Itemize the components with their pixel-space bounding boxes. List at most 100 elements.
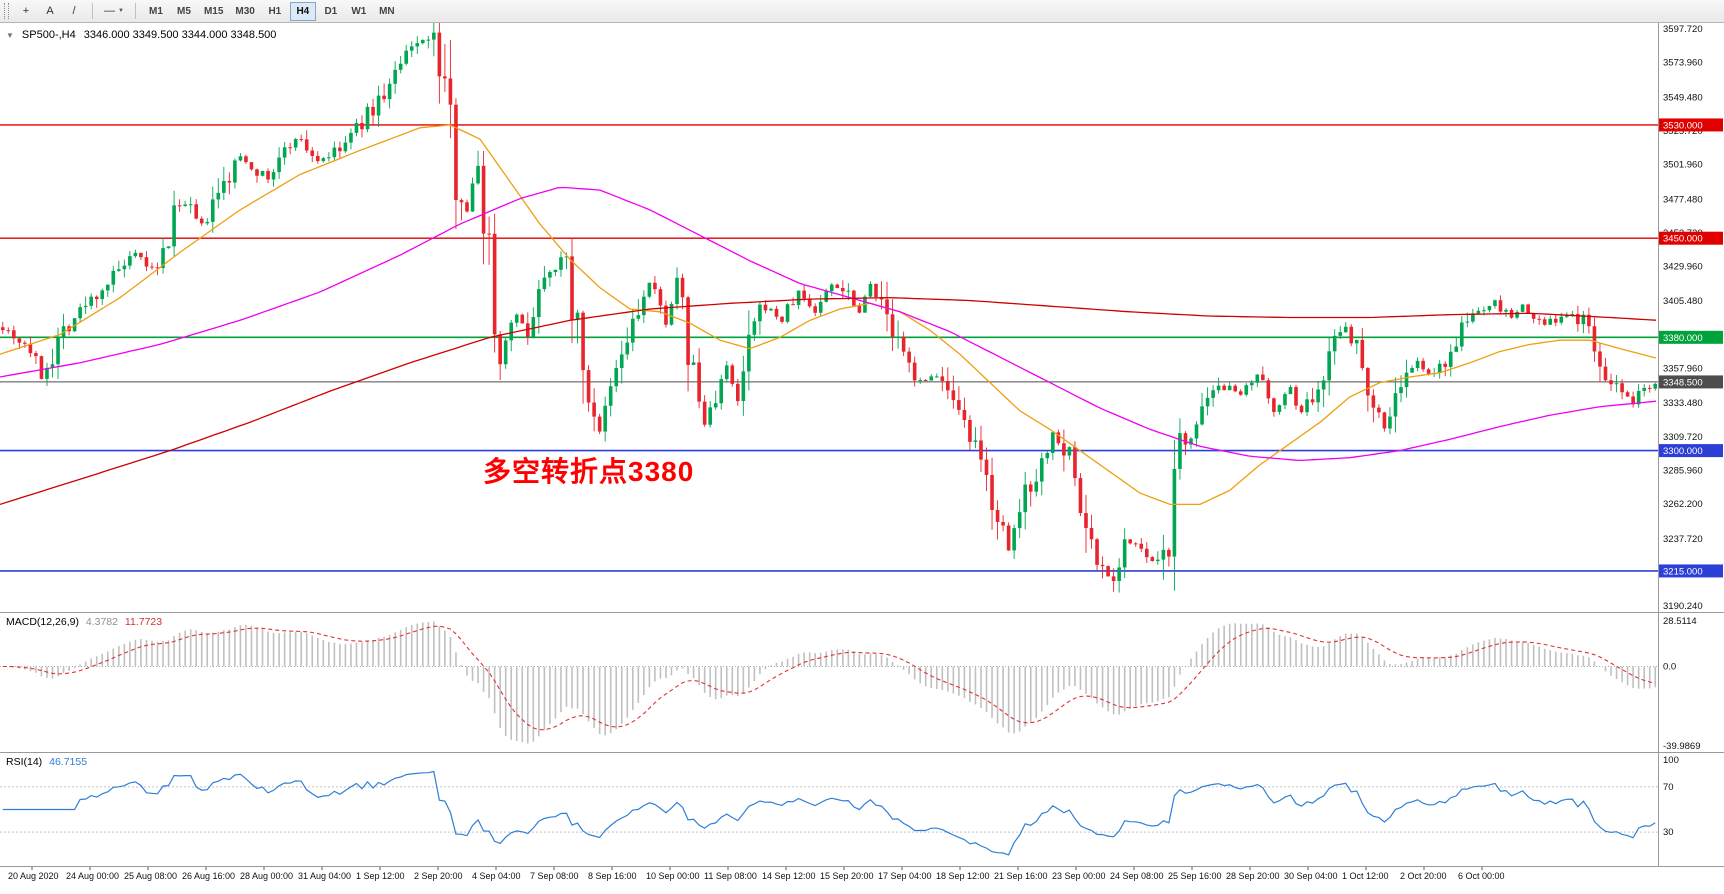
svg-text:3573.960: 3573.960 — [1663, 58, 1703, 69]
svg-text:3285.960: 3285.960 — [1663, 465, 1703, 476]
svg-text:18 Sep 12:00: 18 Sep 12:00 — [936, 871, 990, 881]
svg-text:2 Oct 20:00: 2 Oct 20:00 — [1400, 871, 1447, 881]
text-tool-icon: A — [46, 5, 54, 17]
timeframe-h1-button[interactable]: H1 — [262, 2, 288, 21]
macd-histogram — [7, 621, 1657, 744]
timeframe-m5-button[interactable]: M5 — [171, 2, 197, 21]
one-click-trading-arrow[interactable]: ▼ — [6, 30, 14, 40]
svg-text:3477.480: 3477.480 — [1663, 194, 1703, 205]
svg-text:24 Sep 08:00: 24 Sep 08:00 — [1110, 871, 1164, 881]
svg-text:30 Sep 04:00: 30 Sep 04:00 — [1284, 871, 1338, 881]
svg-text:7 Sep 08:00: 7 Sep 08:00 — [530, 871, 579, 881]
svg-text:28 Aug 00:00: 28 Aug 00:00 — [240, 871, 293, 881]
svg-text:10 Sep 00:00: 10 Sep 00:00 — [646, 871, 700, 881]
svg-text:6 Oct 00:00: 6 Oct 00:00 — [1458, 871, 1505, 881]
macd-main-value: 4.3782 — [85, 616, 118, 628]
candlestick-series — [0, 18, 1658, 593]
svg-text:1 Oct 12:00: 1 Oct 12:00 — [1342, 871, 1389, 881]
svg-text:3597.720: 3597.720 — [1663, 24, 1703, 35]
svg-text:11 Sep 08:00: 11 Sep 08:00 — [704, 871, 757, 881]
timeframe-m30-button[interactable]: M30 — [230, 2, 259, 21]
toolbar-drag-handle[interactable] — [4, 3, 9, 19]
svg-text:3357.960: 3357.960 — [1663, 364, 1703, 375]
svg-text:3333.480: 3333.480 — [1663, 398, 1703, 409]
text-tool-button[interactable]: A — [39, 2, 61, 21]
rsi-line — [2, 770, 1656, 856]
macd-title: MACD(12,26,9) — [6, 616, 79, 628]
svg-text:24 Aug 00:00: 24 Aug 00:00 — [66, 871, 119, 881]
macd-signal-line — [2, 625, 1656, 731]
price-tag-3530.000: 3530.000 — [1659, 118, 1723, 132]
timeframe-d1-button[interactable]: D1 — [318, 2, 344, 21]
toolbar-separator — [92, 3, 93, 19]
svg-text:21 Sep 16:00: 21 Sep 16:00 — [994, 871, 1048, 881]
svg-text:3530.000: 3530.000 — [1663, 120, 1703, 131]
ma-fast-orange — [0, 124, 1657, 506]
price-tag-3450.000: 3450.000 — [1659, 231, 1723, 245]
rsi-title: RSI(14) — [6, 756, 43, 768]
ma-mid-magenta — [0, 186, 1657, 462]
line-shape-icon: — — [104, 5, 115, 17]
svg-text:3405.480: 3405.480 — [1663, 296, 1703, 307]
horizontal-lines — [0, 124, 1658, 572]
svg-text:31 Aug 04:00: 31 Aug 04:00 — [298, 871, 351, 881]
ohlc-values: 3346.000 3349.500 3344.000 3348.500 — [83, 29, 277, 41]
macd-indicator-label: MACD(12,26,9) 4.3782 11.7723 — [6, 616, 162, 628]
macd-scale-bottom: -39.9869 — [1663, 741, 1701, 752]
svg-text:8 Sep 16:00: 8 Sep 16:00 — [588, 871, 637, 881]
svg-text:3300.000: 3300.000 — [1663, 446, 1703, 457]
price-tag-3300.000: 3300.000 — [1659, 444, 1723, 458]
svg-text:2 Sep 20:00: 2 Sep 20:00 — [414, 871, 463, 881]
svg-text:4 Sep 04:00: 4 Sep 04:00 — [472, 871, 521, 881]
rsi-indicator-label: RSI(14) 46.7155 — [6, 756, 87, 768]
time-scale[interactable] — [0, 867, 1724, 894]
time-axis-labels: 20 Aug 2020 24 Aug 00:00 25 Aug 08:00 26 Au… — [8, 867, 1505, 881]
price-tag-3348.500: 3348.500 — [1659, 375, 1723, 389]
ma-slow-red — [0, 297, 1657, 506]
svg-text:28 Sep 20:00: 28 Sep 20:00 — [1226, 871, 1280, 881]
symbol-timeframe-label: SP500-,H4 — [21, 29, 76, 41]
rsi-scale-30: 30 — [1663, 827, 1674, 838]
svg-text:25 Sep 16:00: 25 Sep 16:00 — [1168, 871, 1222, 881]
macd-scale-zero: 0.0 — [1663, 662, 1676, 673]
chart-area[interactable] — [0, 23, 1658, 866]
svg-text:15 Sep 20:00: 15 Sep 20:00 — [820, 871, 874, 881]
macd-scale-top: 28.5114 — [1663, 616, 1697, 627]
chart-annotation-text[interactable]: 多空转折点3380 — [483, 456, 695, 487]
price-scale[interactable] — [1659, 23, 1724, 866]
svg-text:23 Sep 00:00: 23 Sep 00:00 — [1052, 871, 1106, 881]
timeframe-w1-button[interactable]: W1 — [346, 2, 372, 21]
chart-header: ▼ SP500-,H4 3346.000 3349.500 3344.000 3… — [6, 29, 276, 41]
timeframe-m15-button[interactable]: M15 — [199, 2, 228, 21]
timeframe-h4-button[interactable]: H4 — [289, 1, 316, 21]
svg-text:14 Sep 12:00: 14 Sep 12:00 — [762, 871, 816, 881]
svg-text:3450.000: 3450.000 — [1663, 234, 1703, 245]
trendline-tool-button[interactable]: / — [63, 2, 85, 21]
trendline-icon: / — [72, 5, 76, 17]
timeframe-mn-button[interactable]: MN — [374, 2, 400, 21]
svg-text:3549.480: 3549.480 — [1663, 92, 1703, 103]
svg-text:3190.240: 3190.240 — [1663, 601, 1703, 612]
toolbar: + A / — ▼ M1 M5 M15 M30 H1 H4 D1 W1 MN — [0, 0, 1724, 23]
rsi-scale-70: 70 — [1663, 782, 1674, 793]
svg-text:1 Sep 12:00: 1 Sep 12:00 — [356, 871, 405, 881]
svg-text:3429.960: 3429.960 — [1663, 262, 1703, 273]
rsi-value: 46.7155 — [49, 756, 88, 768]
timeframe-m1-button[interactable]: M1 — [143, 2, 169, 21]
chevron-down-icon: ▼ — [118, 8, 124, 14]
crosshair-icon: + — [22, 5, 30, 17]
macd-signal-value: 11.7723 — [124, 616, 163, 628]
toolbar-separator — [134, 3, 136, 19]
svg-text:3262.200: 3262.200 — [1663, 499, 1703, 510]
svg-text:3215.000: 3215.000 — [1663, 566, 1703, 577]
svg-text:26 Aug 16:00: 26 Aug 16:00 — [182, 871, 235, 881]
svg-text:17 Sep 04:00: 17 Sep 04:00 — [878, 871, 932, 881]
shapes-dropdown-button[interactable]: — ▼ — [100, 2, 128, 21]
price-tag-3380.000: 3380.000 — [1659, 330, 1723, 344]
svg-text:3348.500: 3348.500 — [1663, 377, 1703, 388]
svg-text:3309.720: 3309.720 — [1663, 432, 1703, 443]
svg-text:3380.000: 3380.000 — [1663, 333, 1703, 344]
crosshair-tool-button[interactable]: + — [15, 2, 37, 21]
